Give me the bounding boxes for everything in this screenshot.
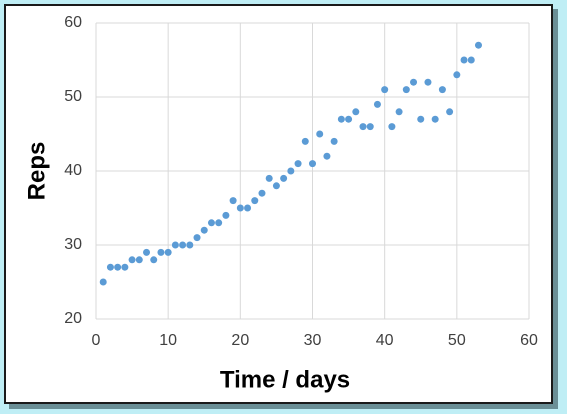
y-tick-label: 50 xyxy=(64,88,82,105)
point xyxy=(323,152,331,160)
point xyxy=(309,160,316,168)
point xyxy=(424,78,432,86)
x-tick-label: 10 xyxy=(159,332,177,349)
point xyxy=(316,130,324,138)
point xyxy=(265,174,273,182)
point xyxy=(143,248,151,256)
x-tick-label: 50 xyxy=(448,332,466,349)
point xyxy=(366,123,374,131)
point xyxy=(128,256,136,264)
point xyxy=(215,219,223,227)
point xyxy=(251,197,259,205)
point xyxy=(438,86,446,94)
x-tick-label: 60 xyxy=(520,332,538,349)
point xyxy=(446,108,454,116)
point xyxy=(294,160,302,168)
point xyxy=(121,263,129,271)
y-tick-label: 40 xyxy=(64,162,82,179)
point xyxy=(186,241,194,249)
point xyxy=(410,78,418,86)
point xyxy=(229,197,237,205)
y-tick-label: 30 xyxy=(64,236,82,253)
point xyxy=(150,256,158,264)
point xyxy=(171,241,179,249)
point xyxy=(388,123,396,131)
x-tick-label: 20 xyxy=(231,332,249,349)
y-tick-label: 60 xyxy=(64,14,82,31)
point xyxy=(345,115,353,123)
point xyxy=(157,248,165,256)
point xyxy=(244,204,252,212)
x-tick-label: 30 xyxy=(304,332,322,349)
point xyxy=(193,234,201,242)
point xyxy=(373,100,381,108)
y-axis-title: Reps xyxy=(23,142,50,201)
point xyxy=(352,108,360,116)
point xyxy=(164,248,172,256)
x-tick-label: 0 xyxy=(92,332,101,349)
point xyxy=(114,263,122,271)
point xyxy=(431,115,439,123)
point xyxy=(467,56,475,64)
point xyxy=(330,137,338,145)
point xyxy=(359,123,367,131)
point xyxy=(417,115,425,123)
point xyxy=(460,56,468,64)
point xyxy=(272,182,280,190)
point xyxy=(280,174,288,182)
point xyxy=(337,115,345,123)
x-axis-title: Time / days xyxy=(220,366,350,393)
point xyxy=(99,278,107,286)
point xyxy=(301,137,309,145)
point xyxy=(395,108,403,116)
point xyxy=(474,41,482,49)
point xyxy=(135,256,143,264)
point xyxy=(236,204,244,212)
x-tick-label: 40 xyxy=(376,332,394,349)
point xyxy=(402,86,410,94)
point xyxy=(179,241,187,249)
point xyxy=(106,263,114,271)
point xyxy=(207,219,215,227)
point xyxy=(381,86,389,94)
y-tick-label: 20 xyxy=(64,310,82,327)
point xyxy=(200,226,208,234)
point xyxy=(222,211,230,219)
point xyxy=(287,167,295,175)
point xyxy=(258,189,266,197)
point xyxy=(453,71,461,79)
